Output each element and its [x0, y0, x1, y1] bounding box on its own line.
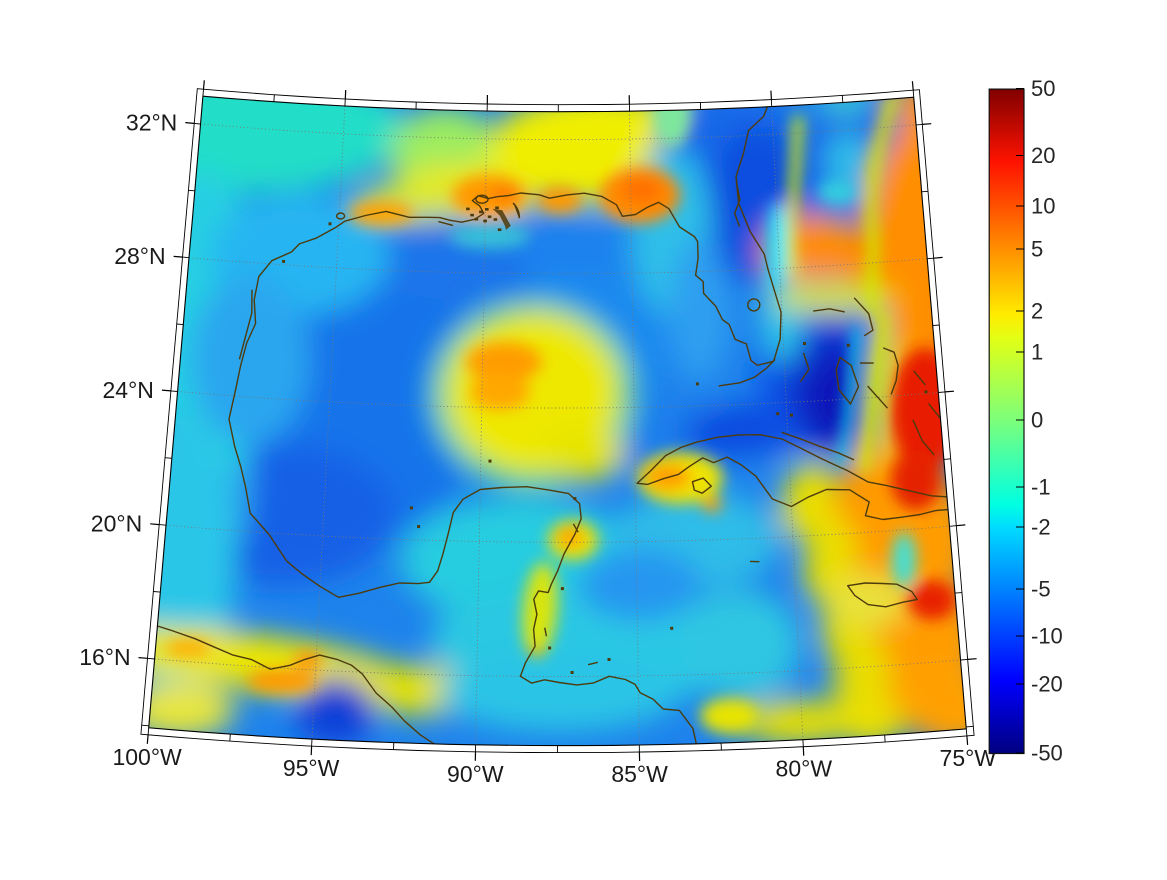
svg-text:-10: -10: [1031, 624, 1063, 649]
svg-text:10: 10: [1031, 194, 1055, 219]
svg-text:1: 1: [1031, 340, 1043, 365]
svg-text:28°N: 28°N: [114, 243, 165, 269]
svg-text:80°W: 80°W: [776, 756, 833, 782]
svg-text:90°W: 90°W: [447, 761, 504, 787]
svg-text:2: 2: [1031, 299, 1043, 324]
svg-text:20: 20: [1031, 143, 1055, 168]
svg-text:-1: -1: [1031, 475, 1051, 500]
svg-text:5: 5: [1031, 237, 1043, 262]
svg-text:85°W: 85°W: [611, 761, 668, 787]
svg-text:-20: -20: [1031, 672, 1063, 697]
svg-text:-50: -50: [1031, 741, 1063, 766]
svg-text:24°N: 24°N: [103, 377, 154, 403]
svg-text:-5: -5: [1031, 577, 1051, 602]
svg-text:100°W: 100°W: [112, 744, 182, 770]
svg-text:50: 50: [1031, 76, 1055, 101]
svg-text:0: 0: [1031, 408, 1043, 433]
svg-text:20°N: 20°N: [91, 511, 142, 537]
svg-text:75°W: 75°W: [940, 745, 997, 771]
svg-text:16°N: 16°N: [79, 644, 130, 670]
svg-text:32°N: 32°N: [126, 109, 177, 135]
svg-text:-2: -2: [1031, 515, 1051, 540]
svg-text:95°W: 95°W: [283, 755, 340, 781]
